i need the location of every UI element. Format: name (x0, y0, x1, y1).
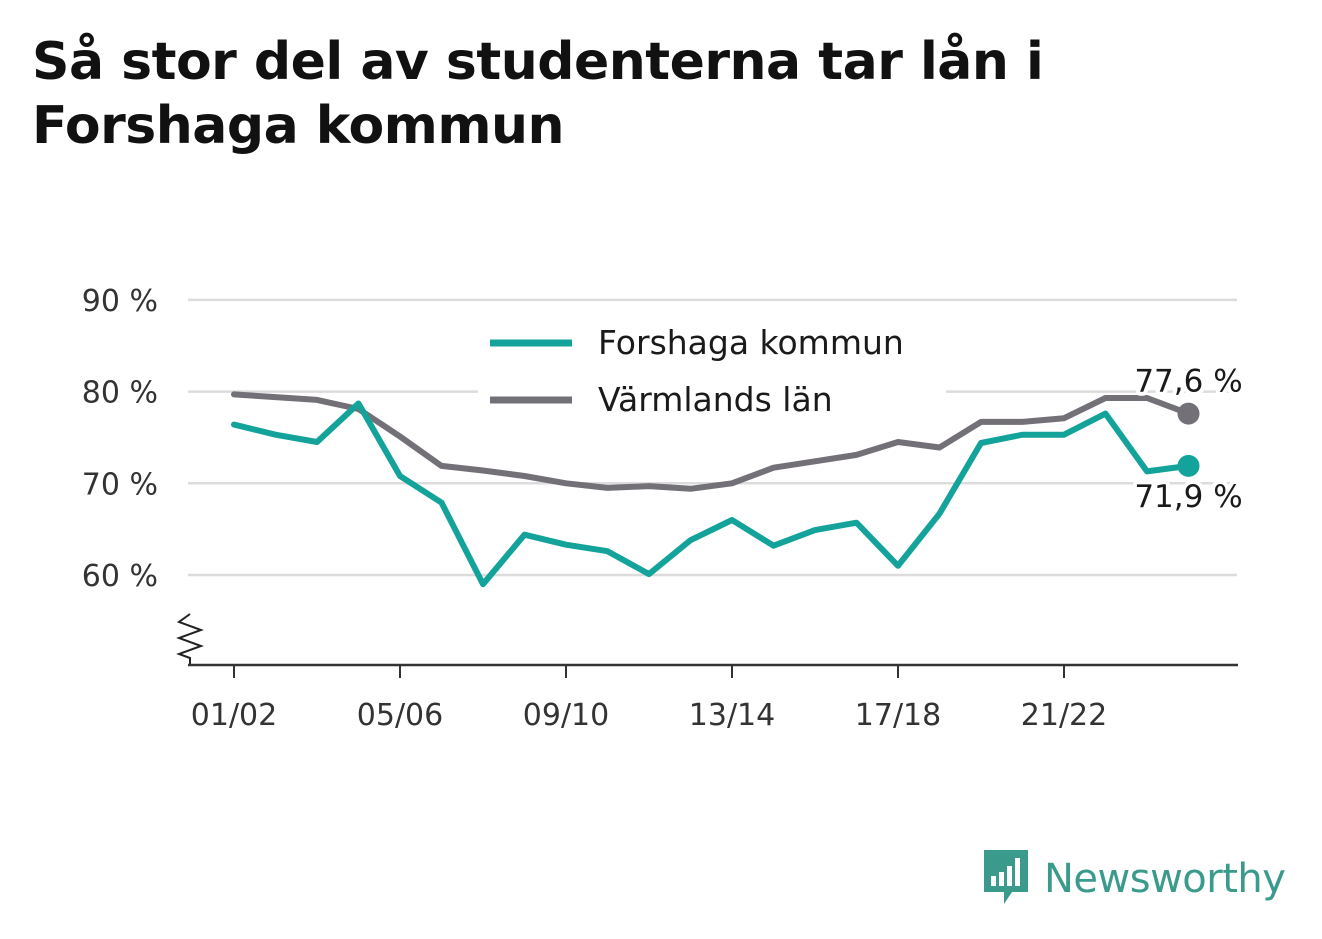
y-axis: 60 % 70 % 80 % 90 % (82, 284, 204, 665)
legend-label: Forshaga kommun (598, 323, 904, 362)
brand-logo: Newsworthy (982, 848, 1286, 910)
end-label-forshaga-halo: 71,9 % (1134, 479, 1242, 515)
end-label-forshaga: 71,9 % (1134, 479, 1242, 515)
x-tick-label: 09/10 (523, 698, 609, 733)
series-lines (231, 391, 1200, 588)
brand-name: Newsworthy (1044, 856, 1286, 902)
series-line-varmland (231, 391, 1192, 492)
end-label-varmland: 77,6 % (1134, 364, 1242, 400)
x-tick-label: 01/02 (191, 698, 277, 733)
x-tick-label: 17/18 (855, 698, 941, 733)
x-tick-label: 05/06 (357, 698, 443, 733)
series-line-forshaga (231, 400, 1192, 588)
x-tick-label: 21/22 (1021, 698, 1107, 733)
y-tick-label: 90 % (82, 284, 158, 319)
series-end-point (1177, 454, 1200, 477)
axis-break-icon (176, 613, 204, 665)
end-labels: 77,6 %77,6 %71,9 %71,9 % (1130, 360, 1246, 519)
x-axis: 01/02 05/06 09/10 13/14 17/18 21/22 (188, 663, 1238, 733)
y-tick-label: 60 % (82, 559, 158, 594)
x-tick-label: 13/14 (689, 698, 775, 733)
legend: Forshaga kommun Värmlands län (478, 320, 946, 420)
y-tick-label: 70 % (82, 467, 158, 502)
newsworthy-logo-icon (982, 848, 1030, 910)
series-end-point (1177, 402, 1200, 425)
y-tick-label: 80 % (82, 376, 158, 411)
chart-title: Så stor del av studenterna tar lån i For… (32, 32, 1044, 156)
end-label-varmland-halo: 77,6 % (1134, 364, 1242, 400)
legend-label: Värmlands län (598, 380, 833, 419)
